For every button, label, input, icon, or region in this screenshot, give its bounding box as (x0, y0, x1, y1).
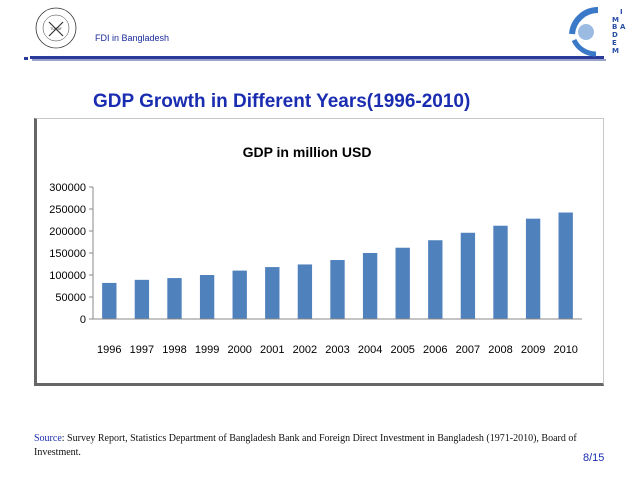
logo-letter: M (612, 47, 619, 55)
header-bullet (24, 57, 28, 60)
x-tick-label: 1999 (195, 344, 219, 356)
bar-2007 (460, 232, 476, 319)
bar-2008 (493, 225, 508, 319)
logo-letter: M (612, 16, 619, 24)
x-tick-label: 1996 (97, 344, 121, 356)
y-tick-label: 50000 (55, 292, 86, 304)
y-tick-label: 100000 (49, 270, 86, 282)
x-tick-label: 2008 (488, 344, 512, 356)
x-axis: 1996 1997 1998 1999 2000 2001 2002 2003 2004 2005… (93, 318, 582, 356)
header-divider (30, 56, 604, 59)
y-axis: 0 50000 100000 150000 200000 250000 300000 (49, 182, 94, 326)
bar-1997 (134, 279, 150, 319)
y-tick-label: 0 (80, 314, 86, 326)
x-tick-label: 2001 (260, 344, 284, 356)
bar-2010 (558, 212, 573, 319)
chart-title: GDP in million USD (243, 144, 372, 160)
x-tick-label: 2007 (456, 344, 480, 356)
source-text: : Survey Report, Statistics Department o… (34, 433, 577, 458)
x-tick-label: 2002 (293, 344, 317, 356)
x-tick-label: 2010 (553, 344, 577, 356)
y-tick-label: 150000 (49, 248, 86, 260)
bars (102, 212, 573, 319)
header-divider-shadow (32, 59, 606, 61)
source-label: Source (34, 433, 62, 444)
gdp-bar-chart: GDP in million USD 0 50000 100000 150000 200… (49, 144, 582, 356)
x-tick-label: 1998 (162, 344, 186, 356)
bar-2000 (232, 270, 247, 319)
x-tick-label: 2009 (521, 344, 545, 356)
svg-text:TU BAF: TU BAF (49, 27, 62, 31)
gdp-chart-frame: GDP in million USD 0 50000 100000 150000 200… (34, 118, 604, 386)
x-tick-label: 2003 (325, 344, 349, 356)
bar-2001 (265, 267, 280, 319)
logo-letter: A (620, 23, 626, 31)
bar-2002 (297, 264, 313, 319)
bar-2003 (330, 260, 345, 319)
bar-1998 (167, 278, 182, 319)
header-title: FDI in Bangladesh (95, 33, 170, 43)
bar-2006 (428, 240, 443, 319)
slide-title: GDP Growth in Different Years(1996-2010) (93, 91, 471, 112)
x-tick-label: 1997 (130, 344, 154, 356)
x-tick-label: 2000 (227, 344, 251, 356)
x-tick-label: 2006 (423, 344, 447, 356)
logo-letter: B (612, 23, 617, 31)
y-tick-label: 200000 (49, 226, 86, 238)
bar-2005 (395, 247, 410, 319)
university-seal-logo: TU BAF (35, 7, 77, 49)
bar-2004 (362, 253, 378, 319)
source-note: Source: Survey Report, Statistics Depart… (34, 432, 604, 460)
logo-letter: I (620, 8, 623, 16)
logo-letter: D (612, 31, 618, 39)
logo-letter: E (612, 39, 617, 47)
bar-1999 (199, 275, 215, 319)
y-tick-label: 250000 (49, 204, 86, 216)
y-tick-label: 300000 (49, 182, 86, 194)
bar-2009 (525, 218, 541, 319)
x-tick-label: 2004 (358, 344, 382, 356)
bar-1996 (102, 282, 117, 319)
page-number: 8/15 (583, 452, 605, 464)
x-tick-label: 2005 (390, 344, 414, 356)
